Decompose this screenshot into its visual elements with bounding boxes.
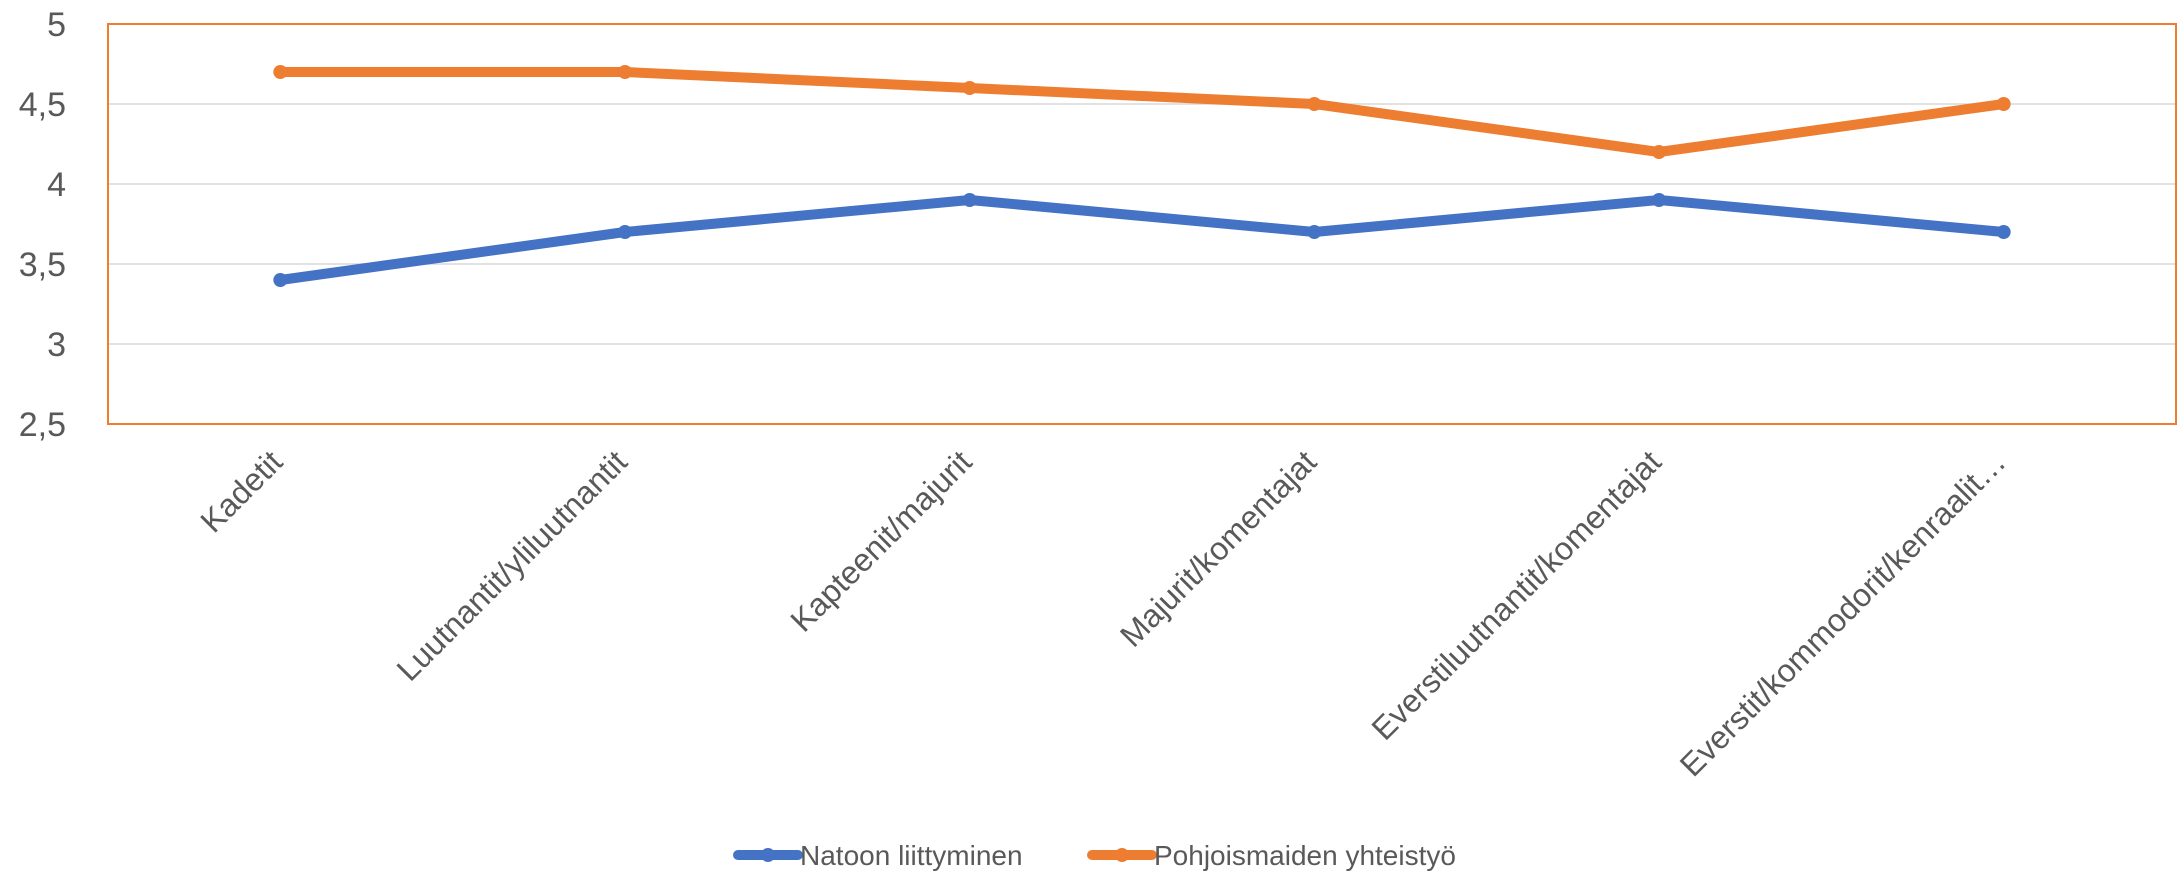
data-point — [1307, 97, 1322, 111]
data-point — [618, 65, 632, 79]
x-axis-ticks: Kadetit Luutnantit/yliluutnantit Kapteenit… — [193, 443, 2012, 783]
legend-label: Pohjoismaiden yhteistyö — [1154, 840, 1456, 871]
legend-label: Natoon liittyminen — [800, 840, 1023, 871]
series-pohjoismaiden-yhteisty- — [273, 65, 2011, 159]
x-tick-label: Kadetit — [193, 443, 289, 539]
x-tick-label: Everstit/kommodorit/kenraalit… — [1673, 443, 2013, 783]
data-point — [273, 273, 288, 287]
data-point — [962, 193, 977, 207]
data-point — [273, 65, 288, 79]
x-tick-label: Kapteenit/majurit — [783, 443, 978, 638]
data-point — [618, 225, 632, 239]
data-point — [1996, 97, 2011, 111]
x-tick-label: Luutnantit/yliluutnantit — [390, 443, 634, 687]
plot-area-border — [107, 23, 2177, 425]
y-axis-ticks: 2,5 3 3,5 4 4,5 5 — [19, 6, 66, 444]
legend-marker — [1115, 848, 1129, 862]
series-natoon-liittyminen — [273, 193, 2011, 287]
data-point — [1652, 145, 1666, 159]
series-line — [275, 67, 2009, 157]
legend-marker — [761, 848, 775, 862]
gridlines — [108, 103, 2176, 345]
y-tick-label: 5 — [47, 6, 66, 44]
y-tick-label: 3,5 — [19, 246, 66, 284]
y-tick-label: 2,5 — [19, 406, 66, 444]
data-point — [1307, 225, 1322, 239]
data-point — [962, 81, 977, 95]
legend-item: Pohjoismaiden yhteistyö — [1087, 840, 1456, 871]
legend: Natoon liittyminen Pohjoismaiden yhteisty… — [733, 840, 1456, 871]
series-lines — [273, 65, 2011, 287]
series-line — [275, 195, 2009, 285]
y-tick-label: 3 — [47, 326, 66, 364]
y-tick-label: 4 — [47, 166, 66, 204]
data-point — [1996, 225, 2011, 239]
y-tick-label: 4,5 — [19, 86, 66, 124]
x-tick-label: Everstiluutnantit/komentajat — [1365, 443, 1668, 746]
legend-item: Natoon liittyminen — [733, 840, 1023, 871]
x-tick-label: Majurit/komentajat — [1113, 443, 1323, 653]
data-point — [1652, 193, 1666, 207]
